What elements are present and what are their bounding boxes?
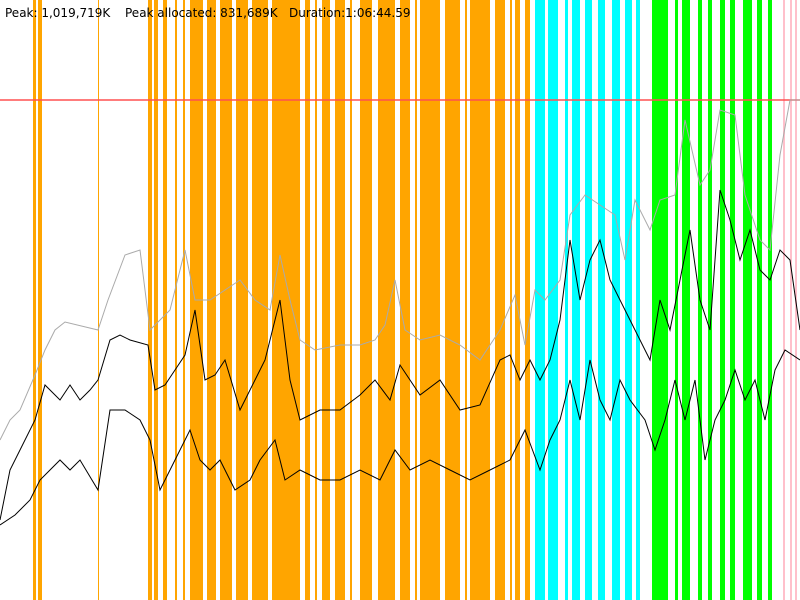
used-line	[0, 349, 800, 526]
allocated-line	[0, 189, 800, 521]
gc-stripes	[535, 0, 640, 600]
gc-stripes	[783, 0, 797, 600]
duration-label: Duration:1:06:44.59	[289, 6, 411, 20]
peak-label: Peak: 1,019,719K	[5, 6, 111, 20]
peak-allocated-label: Peak allocated: 831,689K	[125, 6, 279, 20]
heap-size-line	[0, 99, 800, 441]
gc-stripes	[33, 0, 530, 600]
